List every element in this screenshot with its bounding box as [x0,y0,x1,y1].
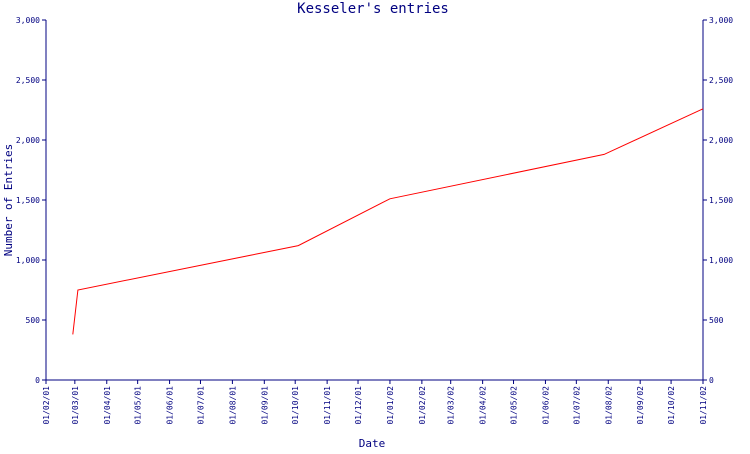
y-axis-label: Number of Entries [2,144,15,257]
x-tick-label: 01/07/02 [572,386,581,425]
y-tick-label-left: 1,500 [16,196,40,205]
x-tick-label: 01/02/02 [418,386,427,425]
y-tick-label-right: 2,500 [709,76,733,85]
x-tick-label: 01/02/01 [42,386,51,425]
x-tick-label: 01/08/01 [228,386,237,425]
x-tick-label: 01/10/02 [667,386,676,425]
x-tick-label: 01/05/02 [510,386,519,425]
y-tick-label-left: 500 [26,316,41,325]
x-tick-label: 01/04/01 [103,386,112,425]
x-tick-label: 01/10/01 [291,386,300,425]
y-tick-label-right: 3,000 [709,16,733,25]
y-tick-label-left: 2,500 [16,76,40,85]
x-tick-label: 01/05/01 [134,386,143,425]
x-axis-label: Date [359,437,386,450]
x-tick-label: 01/04/02 [479,386,488,425]
y-tick-label-left: 0 [35,376,40,385]
x-tick-label: 01/08/02 [604,386,613,425]
ticks: 0 0 500 500 1,000 1,000 1,500 1,500 2,000 2,000 2,… [16,16,733,425]
series-line-0 [72,108,704,335]
x-tick-label: 01/09/02 [636,386,645,425]
x-tick-label: 01/03/02 [447,386,456,425]
x-tick-label: 01/12/01 [354,386,363,425]
y-tick-label-right: 1,000 [709,256,733,265]
x-tick-label: 01/11/02 [699,386,708,425]
x-tick-label: 01/11/01 [323,386,332,425]
x-tick-label: 01/09/01 [260,386,269,425]
y-tick-label-right: 0 [709,376,714,385]
chart-title: Kesseler's entries [297,1,449,17]
axes [45,20,704,381]
y-tick-label-right: 1,500 [709,196,733,205]
x-tick-label: 01/03/01 [71,386,80,425]
x-tick-label: 01/07/01 [196,386,205,425]
y-tick-label-right: 2,000 [709,136,733,145]
y-tick-label-left: 1,000 [16,256,40,265]
y-tick-label-left: 2,000 [16,136,40,145]
y-tick-label-left: 3,000 [16,16,40,25]
y-tick-label-right: 500 [709,316,724,325]
x-tick-label: 01/01/02 [386,386,395,425]
series-layer [72,108,704,335]
x-tick-label: 01/06/01 [166,386,175,425]
x-tick-label: 01/06/02 [541,386,550,425]
